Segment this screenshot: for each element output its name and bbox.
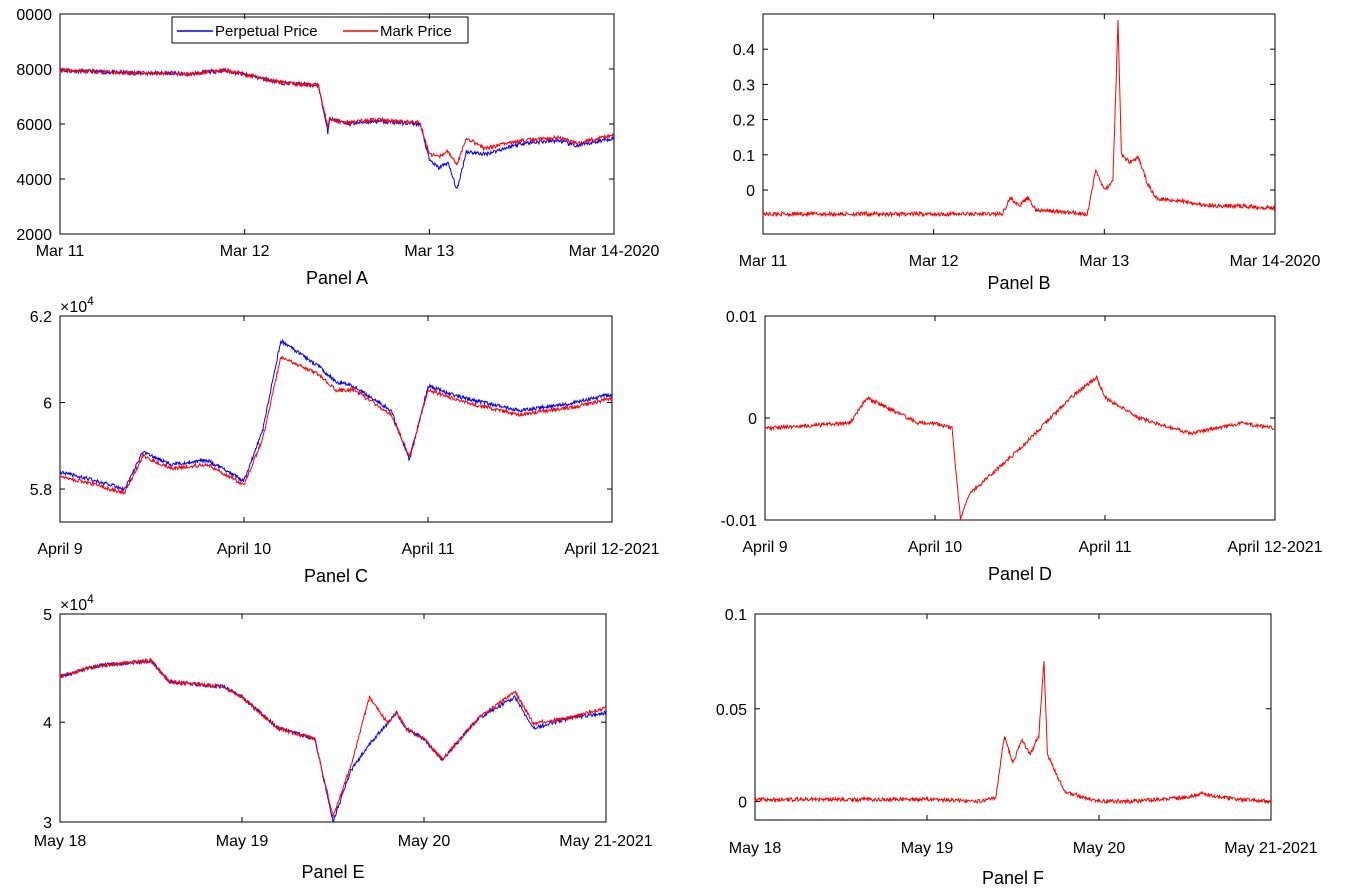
legend-box <box>171 16 469 44</box>
panel-title: Panel A <box>306 268 368 288</box>
y-tick-label: 8000 <box>16 62 52 79</box>
series-line-mark <box>754 661 1272 805</box>
y-exponent-label: ×104 <box>60 294 94 316</box>
x-tick-label: Mar 12 <box>909 253 959 270</box>
plot-frame <box>762 13 1276 235</box>
x-tick-label: May 21-2021 <box>559 833 652 850</box>
x-tick-label: April 12-2021 <box>1227 539 1322 556</box>
y-tick-label: 0.4 <box>733 42 755 59</box>
panel-marks-3: April 9 April 10 April 11 April 12-2021 6.2 6… <box>30 294 660 558</box>
x-tick-label: May 20 <box>398 833 451 850</box>
y-tick-label: 0.1 <box>733 148 755 165</box>
legend-perpetual-label: Perpetual Price <box>215 23 318 40</box>
x-tick-label: Mar 11 <box>36 243 85 260</box>
panel-marks-2: Mar 11 Mar 12 Mar 13 Mar 14-2020 0.4 0.3 0.2 0.… <box>733 14 1321 270</box>
panel-marks-6: May 18 May 19 May 20 May 21-2021 0.1 0.05 0 <box>716 607 1318 857</box>
y-tick-label: 0.1 <box>725 607 747 624</box>
x-tick-label: May 18 <box>34 833 87 850</box>
x-tick-label: May 21-2021 <box>1224 840 1317 857</box>
y-tick-label: 0 <box>746 183 755 200</box>
series-line-mark <box>762 19 1276 218</box>
x-tick-label: May 19 <box>901 840 954 857</box>
x-tick-label: Mar 13 <box>1079 253 1129 270</box>
x-tick-label: Mar 13 <box>404 243 454 260</box>
series-line-mark <box>59 657 607 818</box>
series-line-mark <box>59 355 613 495</box>
panel-marks-5: May 18 May 19 May 20 May 21-2021 5 4 3 ×104 <box>34 592 653 850</box>
plot-frame <box>764 315 1276 521</box>
y-tick-label: 2000 <box>16 227 52 244</box>
y-exponent-label: ×104 <box>60 592 94 614</box>
plot-frame <box>59 315 613 523</box>
x-tick-label: Mar 14-2020 <box>569 243 660 260</box>
panel-b: Panel B <box>762 13 1276 293</box>
y-tick-label: 6.2 <box>30 309 52 326</box>
plot-frame <box>59 13 615 235</box>
y-tick-label: 0.01 <box>726 309 757 326</box>
series-line-mark <box>59 67 615 166</box>
y-tick-label: 0.05 <box>716 702 747 719</box>
chart-marks: Mar 11 Mar 12 Mar 13 Mar 14-202000008000600… <box>16 7 1322 857</box>
panel-title: Panel C <box>304 566 368 586</box>
x-tick-label: May 18 <box>729 840 782 857</box>
series-line-perpetual <box>59 339 613 492</box>
panel-title: Panel D <box>988 564 1052 584</box>
y-tick-label: 0.3 <box>733 77 755 94</box>
x-tick-label: April 11 <box>401 541 454 558</box>
y-tick-label: 4000 <box>16 172 52 189</box>
legend-mark-label: Mark Price <box>380 23 452 40</box>
x-tick-label: Mar 11 <box>739 253 788 270</box>
y-tick-label: 4 <box>43 715 52 732</box>
x-tick-label: April 10 <box>217 541 271 558</box>
y-tick-label: 0 <box>738 794 747 811</box>
x-tick-label: April 9 <box>742 539 787 556</box>
y-tick-label: 3 <box>43 815 52 832</box>
plot-frame <box>754 613 1272 821</box>
panel-title: Panel E <box>301 862 364 882</box>
y-tick-label: 6 <box>43 396 52 413</box>
y-tick-label: 6000 <box>16 117 52 134</box>
legend: Perpetual Price Mark Price <box>171 16 469 44</box>
x-tick-label: Mar 12 <box>220 243 270 260</box>
series-line-perpetual <box>59 657 607 823</box>
panel-marks-4: April 9 April 10 April 11 April 12-2021 0.01… <box>721 309 1323 556</box>
y-tick-label: 0 <box>748 411 757 428</box>
y-tick-label: 0.2 <box>733 113 755 130</box>
series-line-perpetual <box>59 66 615 189</box>
y-tick-label: -0.01 <box>721 513 758 530</box>
y-tick-label: 0000 <box>16 7 52 24</box>
x-tick-label: May 20 <box>1073 840 1126 857</box>
y-tick-label: 5.8 <box>30 482 52 499</box>
x-tick-label: April 9 <box>37 541 82 558</box>
series-line-mark <box>764 375 1276 521</box>
x-tick-label: Mar 14-2020 <box>1230 253 1321 270</box>
panel-f: Panel F <box>754 613 1272 888</box>
panel-c: Panel C <box>59 315 613 586</box>
x-tick-label: May 19 <box>216 833 269 850</box>
plot-frame <box>59 613 607 823</box>
panel-marks-1: Mar 11 Mar 12 Mar 13 Mar 14-2020 0000 8000 600… <box>16 7 659 260</box>
x-tick-label: April 10 <box>908 539 962 556</box>
x-tick-label: April 12-2021 <box>564 541 659 558</box>
panel-title: Panel B <box>987 273 1050 293</box>
panel-title: Panel F <box>982 868 1044 888</box>
panel-a: Perpetual Price Mark Price Panel A <box>59 13 615 288</box>
panel-e: Panel E <box>59 613 607 882</box>
x-tick-label: April 11 <box>1078 539 1131 556</box>
y-tick-label: 5 <box>43 607 52 624</box>
